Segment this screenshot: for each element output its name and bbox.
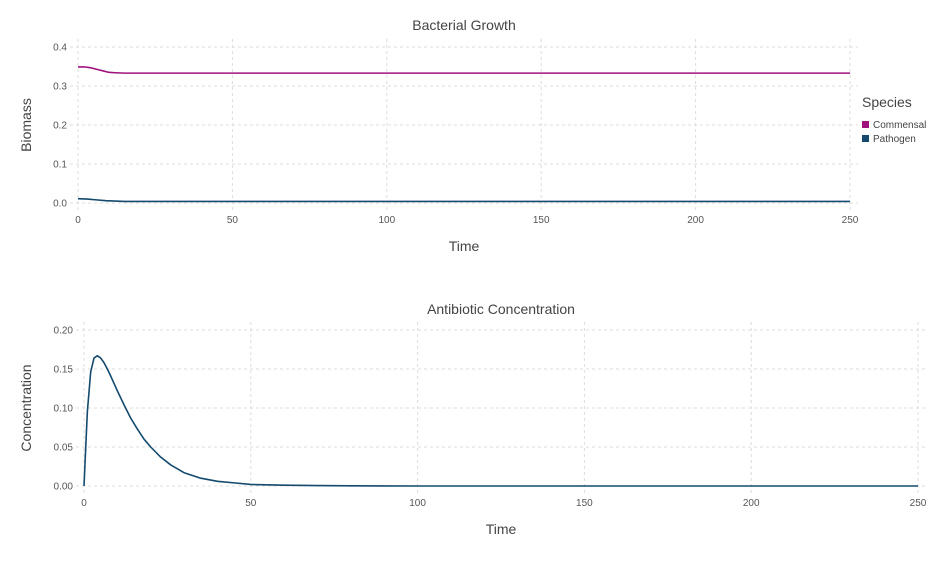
series-lines	[83, 354, 918, 487]
y-tick-label: 0.1	[53, 160, 67, 171]
x-tick-label: 250	[842, 215, 859, 226]
x-axis-label: Time	[486, 521, 517, 537]
legend: Species Commensal Pathogen	[862, 94, 926, 145]
y-tick-label: 0.10	[54, 404, 74, 415]
series-line-commensal	[78, 66, 850, 74]
x-tick-label: 0	[75, 215, 81, 226]
series-line-pathogen	[77, 197, 850, 203]
y-axis-label: Biomass	[18, 98, 34, 152]
chart-title: Antibiotic Concentration	[427, 301, 575, 317]
x-tick-label: 100	[378, 215, 395, 226]
y-tick-label: 0.15	[54, 365, 74, 376]
x-tick-label: 0	[81, 498, 87, 509]
y-tick-label: 0.00	[54, 482, 74, 493]
series-line-concentration	[83, 354, 918, 487]
x-tick-label: 150	[576, 498, 593, 509]
x-axis-label: Time	[449, 238, 480, 254]
x-tick-labels: 0 50 100 150 200 250	[81, 498, 927, 509]
y-tick-label: 0.0	[53, 199, 67, 210]
x-tick-label: 200	[743, 498, 760, 509]
x-tick-label: 100	[409, 498, 426, 509]
x-tick-label: 150	[533, 215, 550, 226]
x-tick-labels: 0 50 100 150 200 250	[75, 215, 859, 226]
legend-key-pathogen	[862, 135, 869, 142]
legend-key-commensal	[862, 121, 869, 128]
x-tick-label: 200	[687, 215, 704, 226]
chart-antibiotic-concentration: Antibiotic Concentration 0.00 0.05 0.10 …	[18, 301, 927, 537]
chart-title: Bacterial Growth	[412, 17, 515, 33]
y-tick-label: 0.3	[53, 82, 67, 93]
y-axis-label: Concentration	[18, 364, 34, 451]
y-tick-label: 0.2	[53, 121, 67, 132]
x-tick-label: 250	[910, 498, 927, 509]
legend-title: Species	[862, 94, 912, 110]
grid-lines	[70, 39, 858, 211]
y-tick-label: 0.4	[53, 43, 67, 54]
grid-lines	[76, 322, 926, 494]
y-tick-label: 0.20	[54, 326, 74, 337]
legend-label-pathogen: Pathogen	[873, 134, 916, 145]
y-tick-labels: 0.00 0.05 0.10 0.15 0.20	[54, 326, 74, 493]
x-tick-label: 50	[227, 215, 239, 226]
y-tick-labels: 0.0 0.1 0.2 0.3 0.4	[53, 43, 67, 210]
y-tick-label: 0.05	[54, 443, 74, 454]
chart-bacterial-growth: Bacterial Growth 0.0 0.1 0.2 0.3 0.4 0 5…	[18, 17, 926, 254]
series-lines	[77, 66, 850, 203]
x-tick-label: 50	[245, 498, 257, 509]
legend-label-commensal: Commensal	[873, 120, 926, 131]
